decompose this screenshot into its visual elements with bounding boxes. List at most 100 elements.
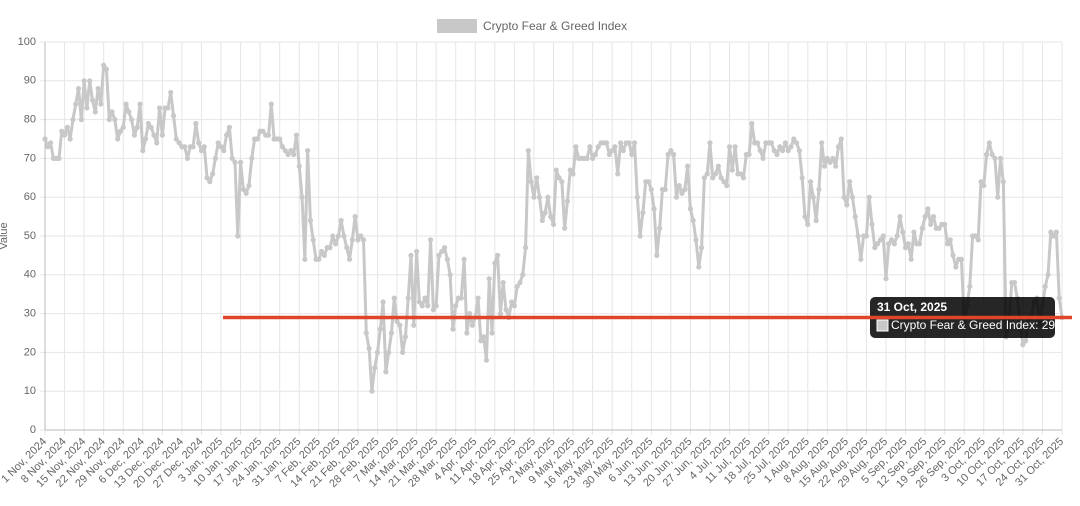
data-point (922, 214, 928, 220)
data-point (536, 194, 543, 200)
data-point (151, 132, 157, 138)
data-point (897, 214, 903, 220)
data-point (363, 330, 369, 336)
data-point (277, 136, 283, 142)
data-point (760, 155, 766, 161)
data-point (690, 217, 696, 224)
data-point (542, 210, 548, 216)
data-point (338, 217, 344, 224)
data-point (615, 171, 621, 177)
data-point (168, 89, 174, 96)
data-point (321, 252, 327, 258)
data-point (1053, 229, 1060, 235)
data-point (237, 159, 244, 165)
y-tick-label: 60 (24, 191, 36, 203)
data-point (394, 318, 400, 324)
data-point (335, 233, 341, 239)
data-point (863, 233, 870, 239)
data-point (92, 109, 98, 115)
data-point (522, 245, 529, 251)
data-point (902, 245, 909, 251)
data-point (61, 132, 68, 138)
data-point (992, 155, 998, 161)
data-point (693, 237, 699, 243)
data-point (464, 330, 470, 336)
data-point (886, 241, 892, 247)
data-point (603, 140, 610, 146)
data-point (567, 167, 573, 173)
data-point (539, 217, 545, 224)
data-point (930, 214, 937, 220)
data-point (637, 233, 643, 239)
data-point (612, 144, 618, 150)
data-point (780, 148, 786, 154)
data-point (729, 167, 735, 173)
data-point (439, 248, 445, 255)
data-point (73, 101, 79, 107)
data-point (500, 279, 506, 286)
data-point (56, 155, 62, 161)
data-point (302, 256, 308, 262)
data-point (84, 105, 90, 111)
data-point (1020, 342, 1026, 348)
y-axis-label: Value (0, 222, 10, 249)
data-point (771, 148, 777, 154)
data-point (369, 388, 375, 394)
data-point (679, 190, 685, 196)
data-point (916, 241, 923, 247)
data-point (372, 365, 378, 371)
data-point (685, 163, 691, 169)
data-point (710, 175, 716, 181)
data-point (676, 182, 682, 189)
data-point (545, 194, 551, 200)
data-point (95, 85, 101, 92)
data-point (559, 179, 565, 185)
data-point (975, 237, 981, 243)
data-point (525, 148, 531, 154)
data-point (268, 101, 274, 107)
data-point (1051, 233, 1057, 239)
data-point (819, 140, 825, 146)
data-point (416, 299, 422, 305)
data-point (687, 206, 694, 212)
data-point (919, 225, 925, 231)
data-point (950, 252, 956, 258)
data-point (573, 144, 579, 150)
data-point (740, 175, 747, 181)
data-point (908, 256, 914, 262)
data-point (813, 217, 819, 224)
data-point (397, 322, 403, 328)
data-point (453, 303, 459, 309)
data-point (279, 144, 286, 150)
data-point (847, 179, 853, 185)
data-point (260, 128, 266, 134)
data-point (98, 101, 104, 107)
data-point (204, 175, 210, 181)
data-point (883, 276, 889, 282)
data-point (332, 241, 339, 247)
data-point (486, 276, 492, 282)
data-point (221, 148, 227, 154)
data-point (805, 221, 811, 227)
data-point (698, 245, 705, 251)
data-point (791, 136, 797, 142)
data-point (427, 237, 434, 243)
tooltip-swatch (876, 319, 889, 332)
y-tick-label: 40 (24, 269, 36, 281)
data-point (422, 295, 428, 301)
data-point (293, 132, 300, 138)
data-point (944, 241, 951, 247)
data-point (556, 175, 562, 181)
y-tick-label: 90 (24, 75, 36, 87)
data-point (626, 140, 632, 146)
data-point (246, 182, 252, 189)
data-point (89, 97, 96, 103)
data-point (852, 214, 858, 220)
data-point (450, 326, 456, 332)
data-point (662, 186, 668, 193)
data-point (212, 155, 219, 161)
data-point (721, 179, 727, 185)
data-point (145, 120, 151, 127)
data-point (170, 113, 177, 119)
data-point (120, 124, 126, 130)
